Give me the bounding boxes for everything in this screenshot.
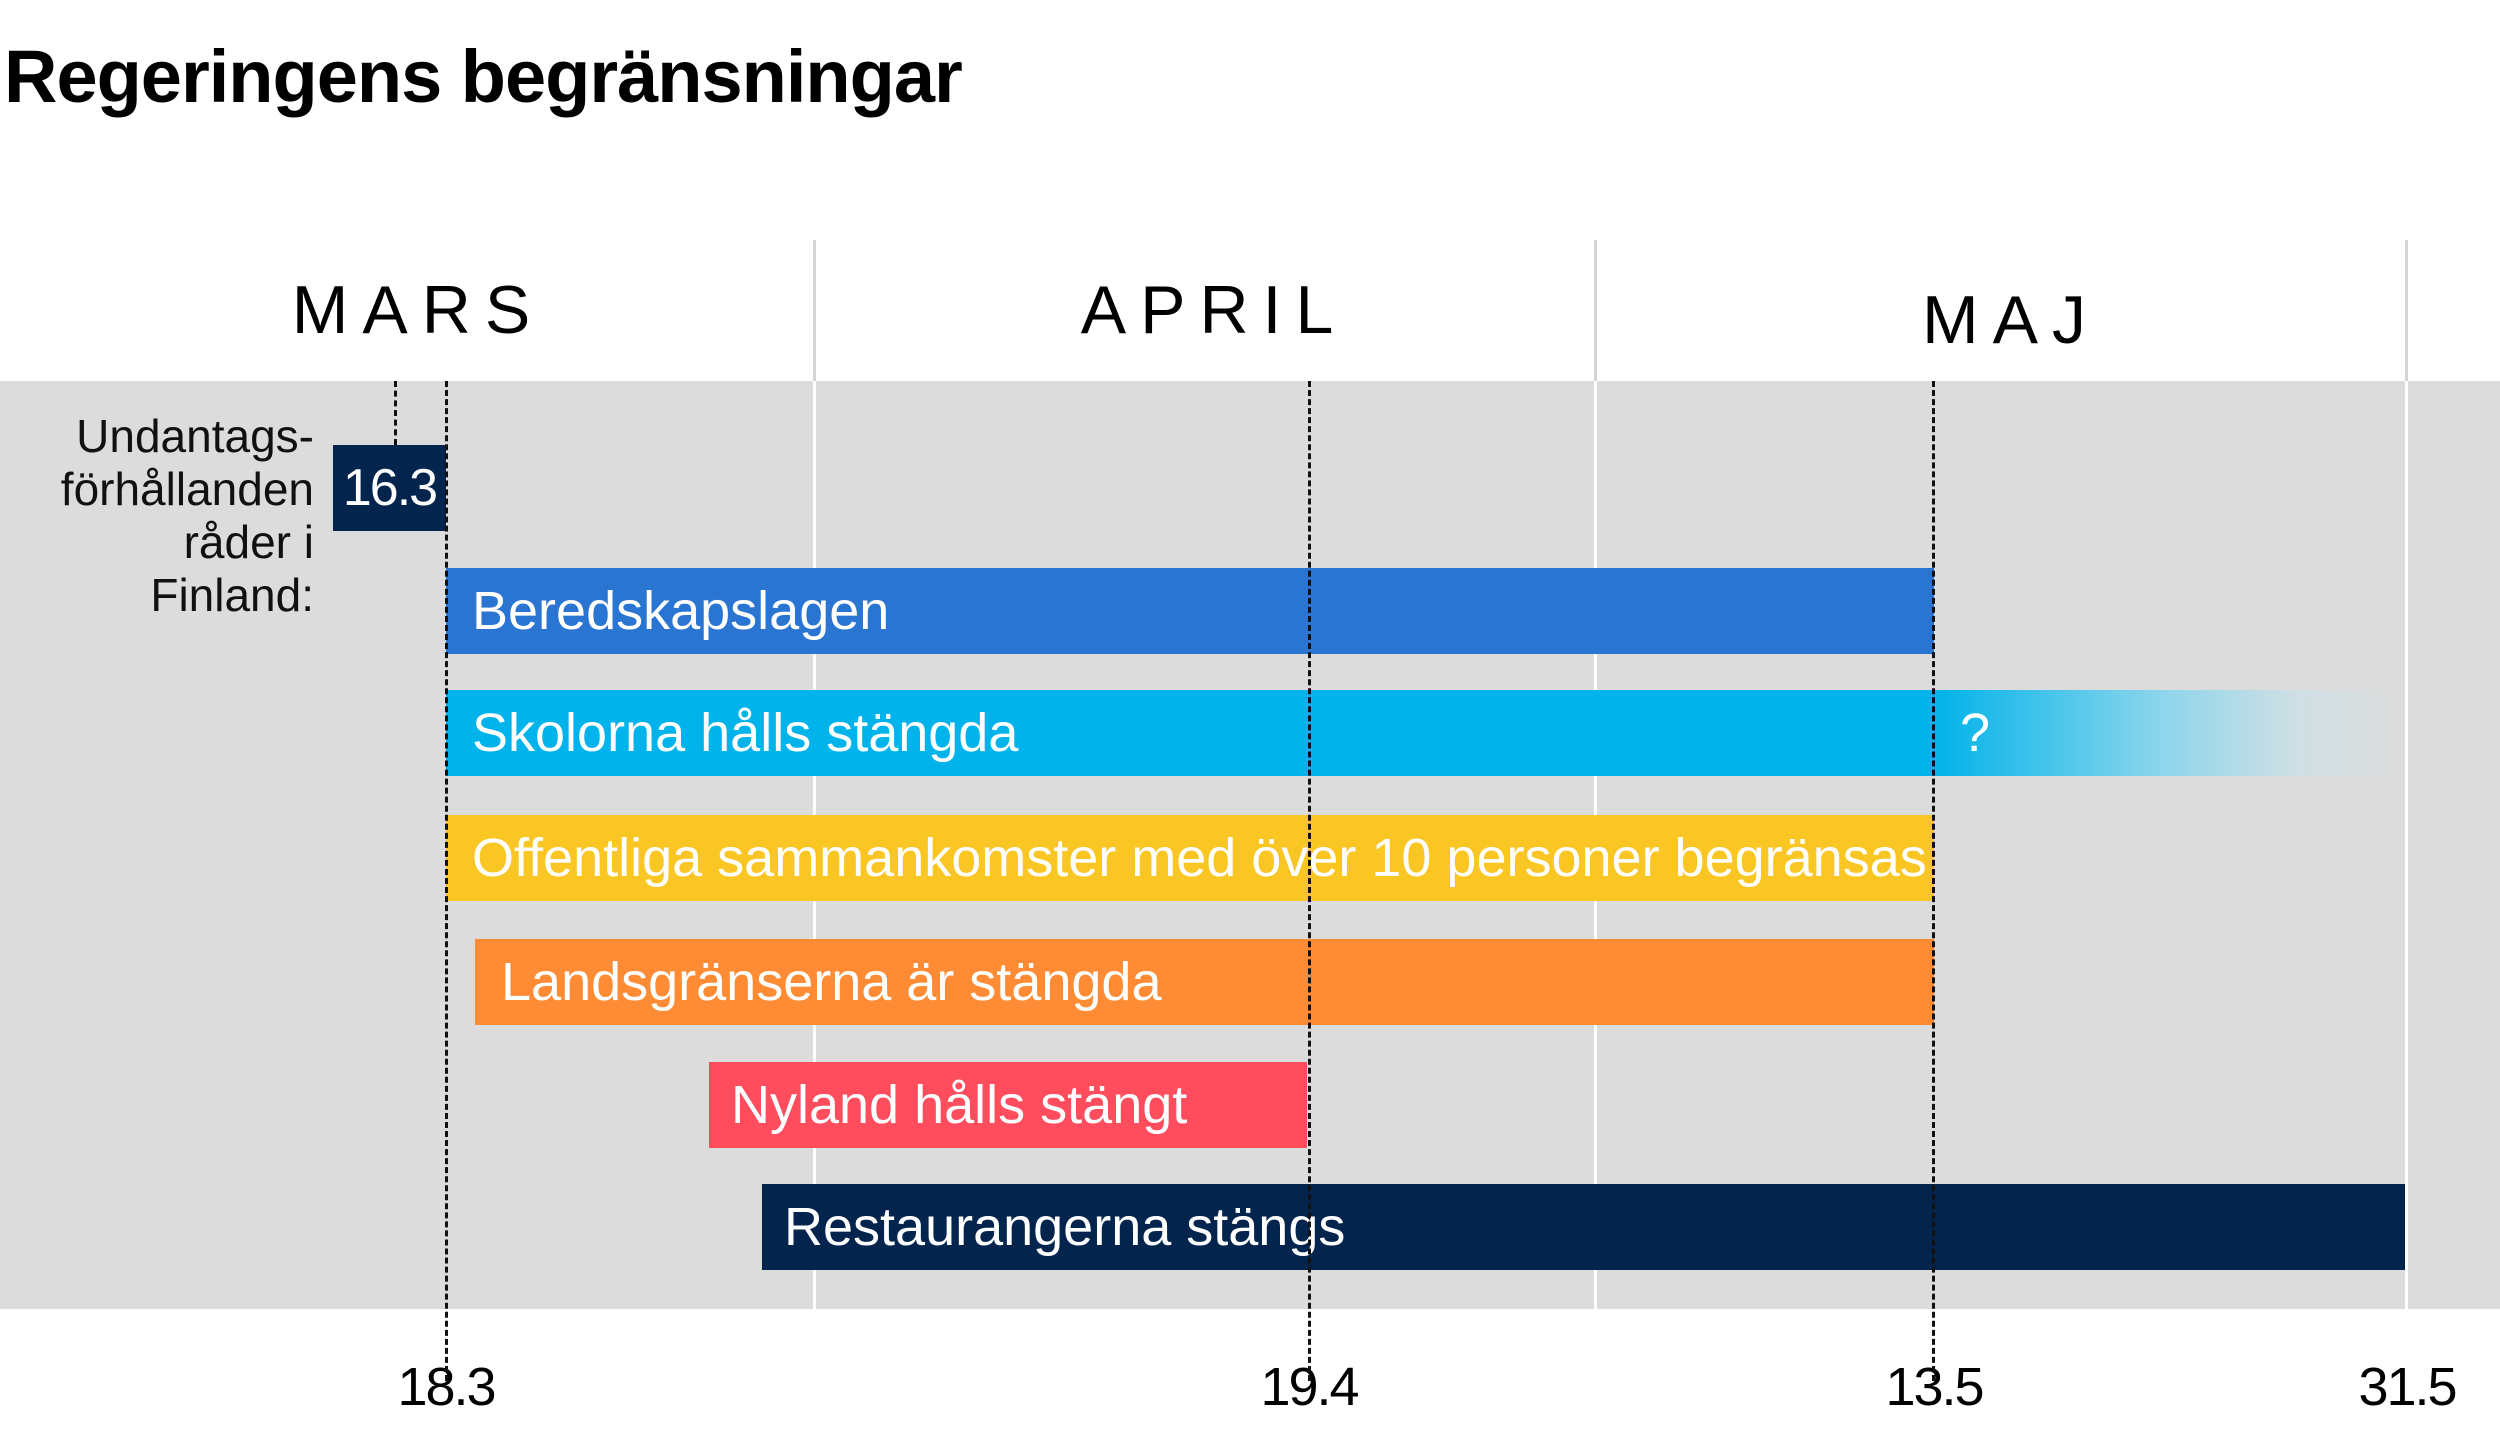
bar-label: Offentliga sammankomster med över 10 per… [472,828,1927,888]
x-tick-label: 31.5 [2358,1357,2457,1417]
bar-label: Restaurangerna stängs [784,1197,1346,1257]
date-line-16-3 [394,381,397,445]
month-separator [2405,381,2408,1309]
bar-beredskapslagen: Beredskapslagen [446,568,1934,654]
date-line-19-4 [1308,381,1311,1381]
bar-nyland: Nyland hålls stängt [709,1062,1307,1148]
bar-label: Nyland hålls stängt [731,1075,1188,1135]
month-separator-top [2405,240,2408,381]
date-line-13-5 [1932,381,1935,1381]
bar-label: Beredskapslagen [472,581,890,641]
bar-restaurang: Restaurangerna stängs [762,1184,2405,1270]
side-note: Undantags- förhållanden råder i Finland: [20,410,314,622]
side-note-line: Undantags- [76,410,314,462]
month-separator-top [813,240,816,381]
date-line-18-3 [445,381,448,1381]
month-label-maj: MAJ [1922,282,2100,358]
bar-skolorna: Skolorna hålls stängda [446,690,2400,776]
month-label-april: APRIL [1080,272,1348,348]
bar-landsgranser: Landsgränserna är stängda [475,939,1934,1025]
bar-offentliga: Offentliga sammankomster med över 10 per… [446,815,1934,901]
side-note-line: förhållanden [60,463,314,515]
side-note-line: råder i [183,516,314,568]
uncertain-marker: ? [1960,703,1991,763]
x-tick-label: 13.5 [1885,1357,1984,1417]
side-note-line: Finland: [150,569,314,621]
bar-label: Landsgränserna är stängda [501,952,1162,1012]
chart-title: Regeringens begränsningar [4,35,963,118]
bar-label: Skolorna hålls stängda [472,703,1019,763]
start-date-box: 16.3 [333,445,446,531]
month-separator-top [1594,240,1597,381]
month-label-mars: MARS [291,272,545,348]
